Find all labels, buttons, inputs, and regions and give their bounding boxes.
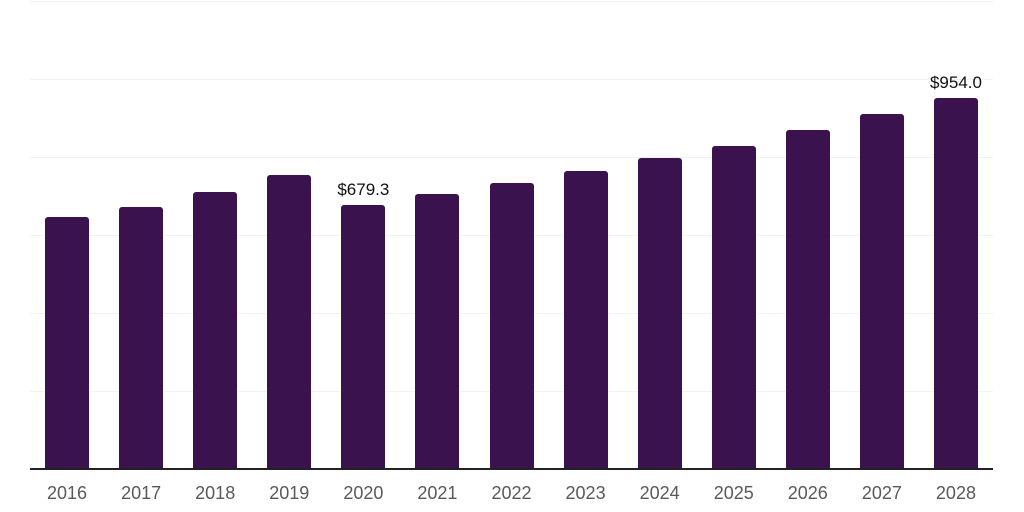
bar-2018[interactable] (193, 191, 238, 470)
x-axis-label-2020: 2020 (343, 483, 384, 503)
bar-2019[interactable] (267, 174, 312, 470)
x-axis-label-2028: 2028 (935, 483, 976, 503)
bar-2021[interactable] (415, 194, 460, 470)
bar-2024[interactable] (637, 158, 682, 470)
bar-2020[interactable] (341, 205, 386, 470)
data-label-2020: $679.3 (337, 180, 390, 200)
bar-2025[interactable] (711, 145, 756, 470)
gridline-1200 (30, 1, 993, 2)
plot-area: $679.3 $954.0 (30, 1, 993, 470)
bar-2023[interactable] (563, 171, 608, 470)
x-axis-label-2026: 2026 (787, 483, 828, 503)
bar-2027[interactable] (859, 114, 904, 470)
bar-2028[interactable] (933, 97, 978, 470)
x-axis-line (30, 468, 993, 470)
x-axis-label-2017: 2017 (121, 483, 162, 503)
bar-2026[interactable] (785, 130, 830, 470)
bar-2017[interactable] (119, 206, 164, 470)
x-axis-label-2016: 2016 (47, 483, 88, 503)
x-axis-labels: 2016 2017 2018 2019 2020 2021 2022 2023 2024 2025… (30, 483, 993, 507)
bar-2022[interactable] (489, 183, 534, 470)
x-axis-label-2027: 2027 (861, 483, 902, 503)
bar-2016[interactable] (45, 216, 90, 470)
x-axis-label-2018: 2018 (195, 483, 236, 503)
x-axis-label-2025: 2025 (713, 483, 754, 503)
x-axis-label-2021: 2021 (417, 483, 458, 503)
x-axis-label-2022: 2022 (491, 483, 532, 503)
x-axis-label-2023: 2023 (565, 483, 606, 503)
x-axis-label-2024: 2024 (639, 483, 680, 503)
gridline-800 (30, 157, 993, 158)
gridline-1000 (30, 79, 993, 80)
data-label-2028: $954.0 (929, 72, 982, 92)
x-axis-label-2019: 2019 (269, 483, 310, 503)
